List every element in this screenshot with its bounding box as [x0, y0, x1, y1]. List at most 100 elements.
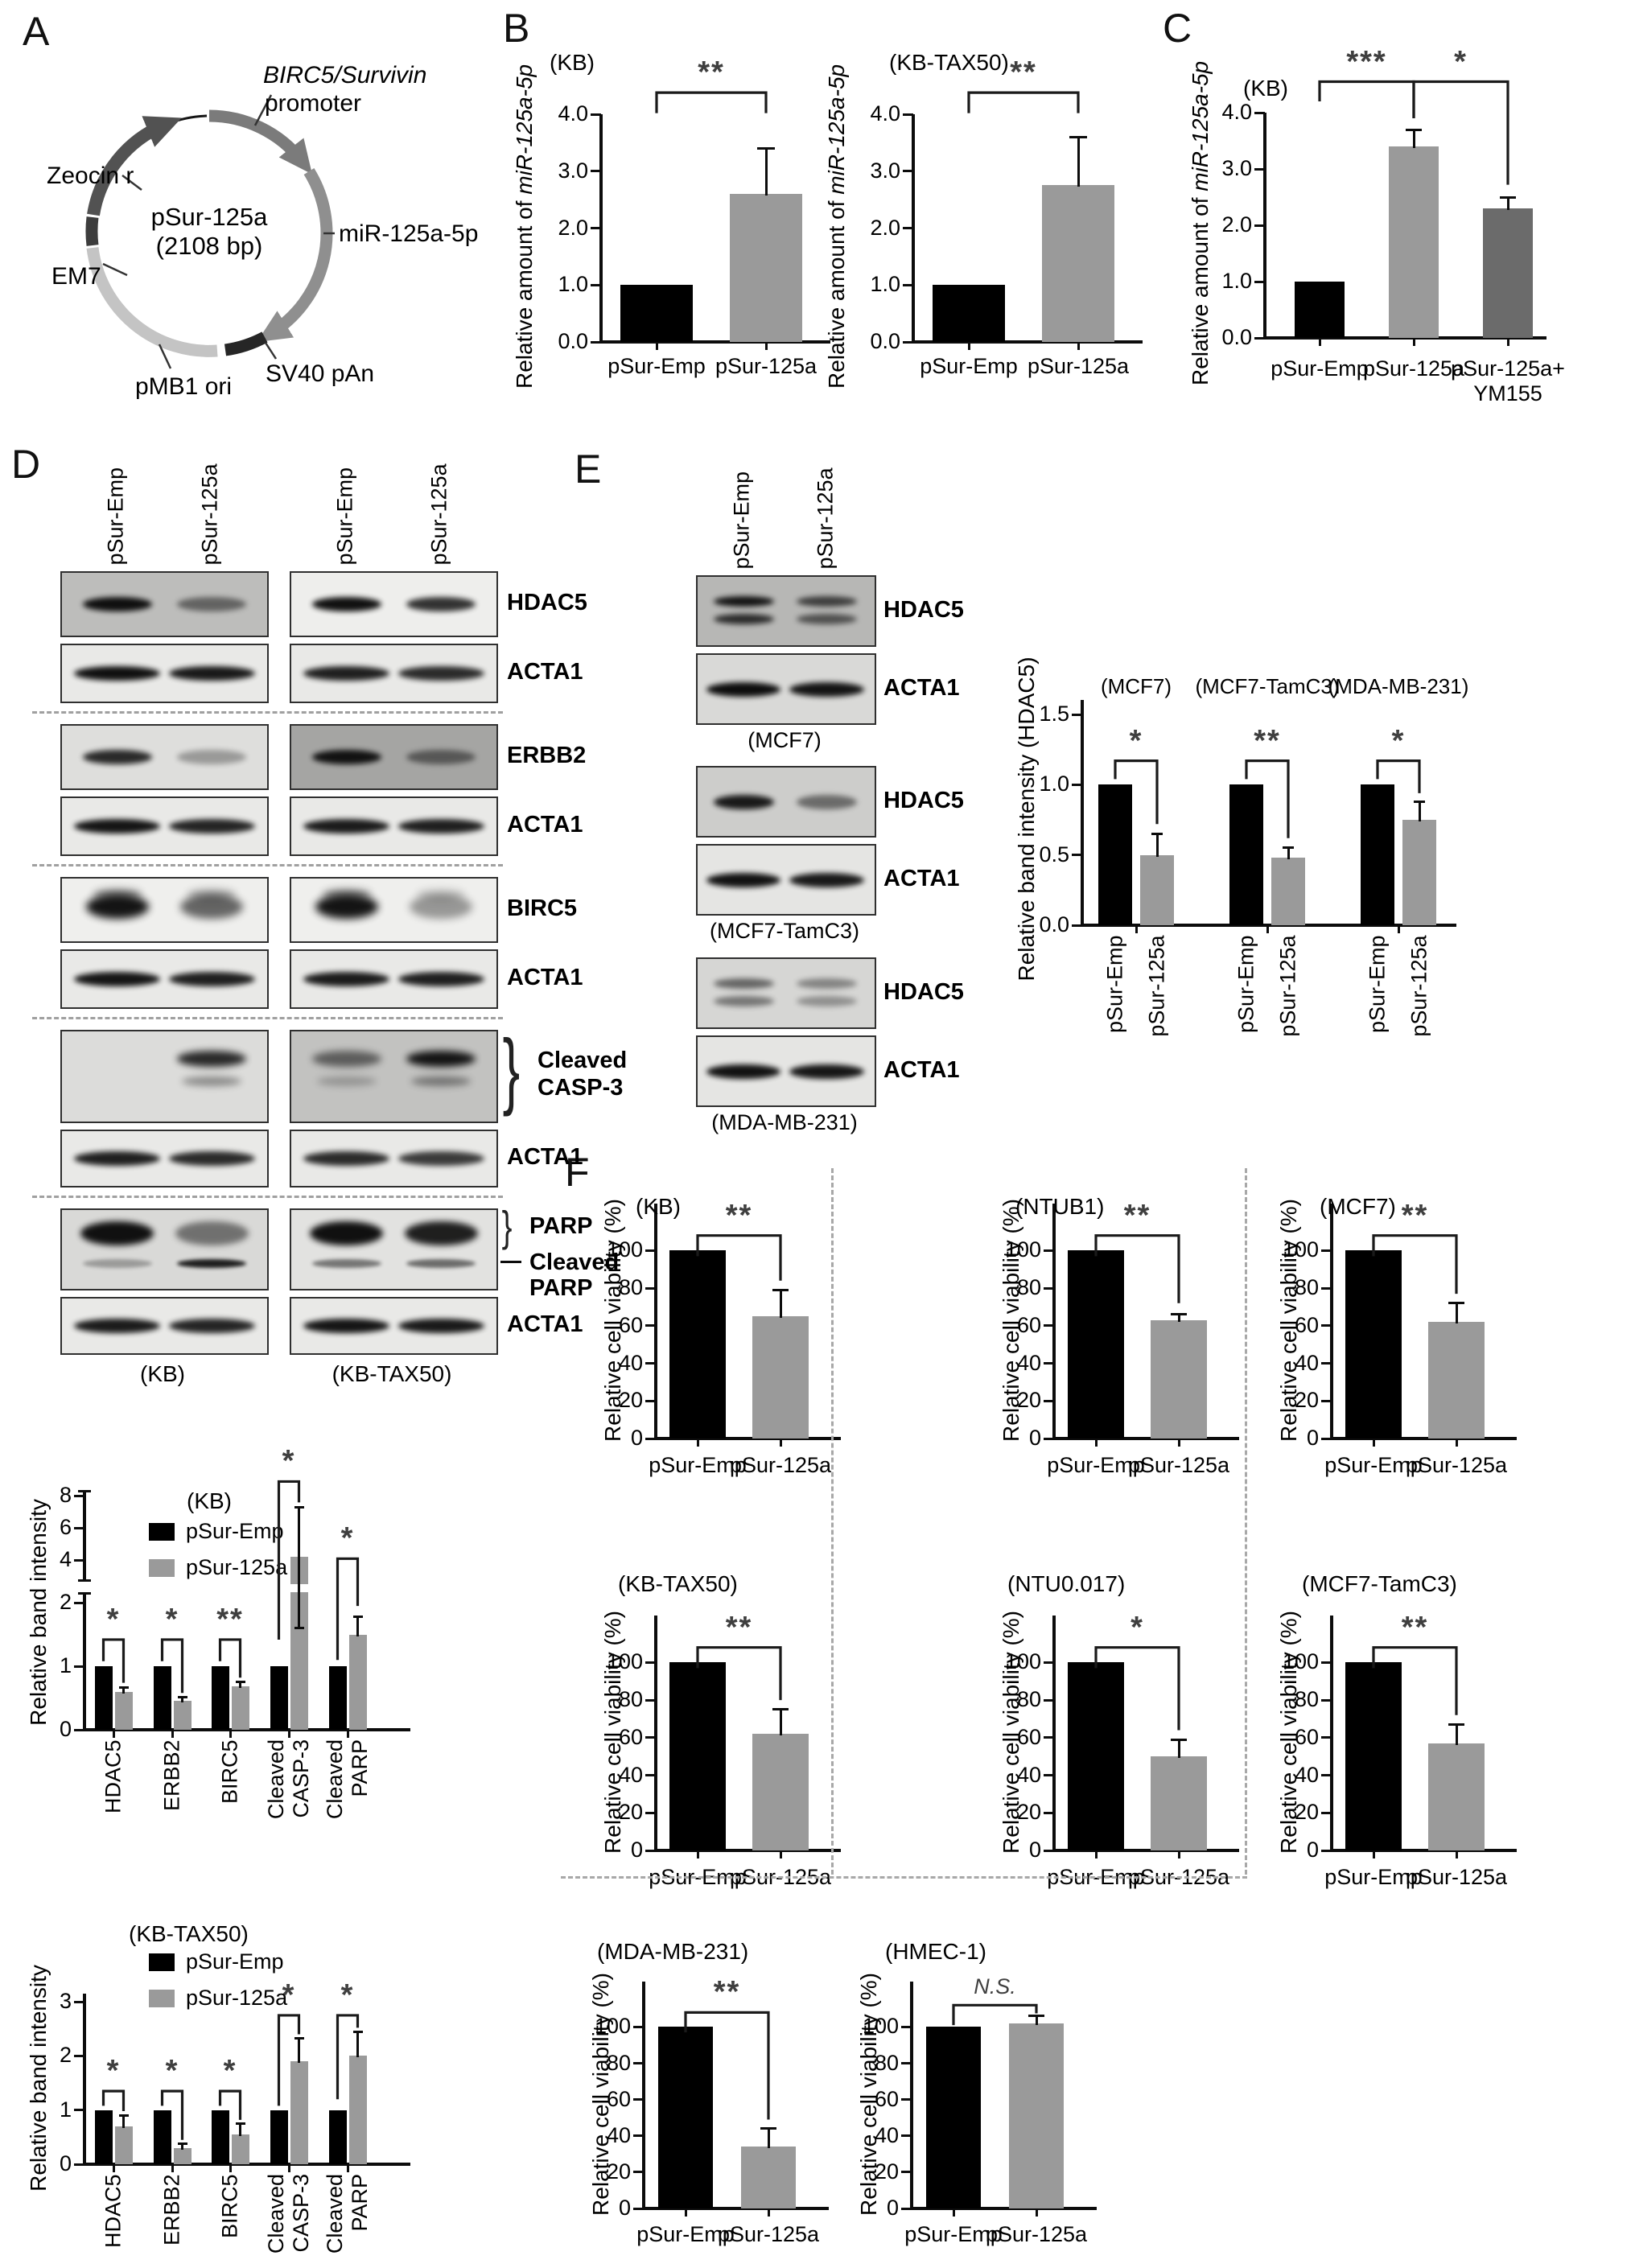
chart-title: (MDA-MB-231): [597, 1939, 749, 1964]
blot-band: [303, 1151, 390, 1166]
blot-cell-label: (MDA-MB-231): [711, 1110, 858, 1134]
y-tick-label: 0: [1028, 1426, 1041, 1450]
sig-bracket-label: *: [282, 1444, 296, 1479]
y-axis-label-text: Relative amount of: [824, 194, 849, 389]
blot-band: [180, 895, 244, 920]
y-axis-lower: [83, 1593, 86, 1730]
blot-band: [406, 750, 476, 764]
y-tick-label: 40: [618, 1350, 643, 1375]
y-axis-label: Relative amount of miR-125a-5p: [824, 64, 850, 389]
y-axis-label: Relative cell viability (%): [600, 1611, 625, 1854]
error-bar-cap: [294, 1505, 304, 1509]
y-tick-label: 60: [606, 2086, 631, 2111]
x-label-line: pSur-125a: [1027, 354, 1130, 378]
y-tick-label: 3.0: [558, 158, 588, 183]
blot-target-label: ACTA1: [883, 1056, 960, 1083]
x-tick: [171, 2166, 174, 2172]
y-tick: [1072, 713, 1082, 716]
x-tick: [1412, 340, 1415, 346]
x-label-line: pSur-125a: [985, 2222, 1088, 2246]
error-bar-stem: [356, 2031, 359, 2058]
blot-box: [290, 1297, 498, 1355]
y-tick: [1254, 167, 1265, 171]
x-axis: [83, 1728, 410, 1731]
y-axis-label: Relative cell viability (%): [1276, 1199, 1301, 1442]
bar: [1229, 784, 1263, 925]
sig-bracket-label: *: [282, 1978, 296, 2012]
y-tick: [645, 1698, 656, 1702]
leader-ori: [158, 344, 172, 369]
y-tick: [74, 1665, 84, 1668]
x-tick: [967, 344, 970, 350]
x-tick: [1455, 1440, 1458, 1447]
y-tick-label: 2.0: [558, 215, 588, 240]
x-label: Cleaved PARP: [323, 1739, 373, 1860]
error-bar-stem: [356, 1616, 359, 1636]
error-bar-cap: [294, 1627, 304, 1630]
blot-box: [60, 1297, 269, 1355]
blot-band: [82, 750, 153, 764]
x-label-line: Cleaved: [323, 1739, 347, 1820]
promoter-label-line2: promoter: [265, 90, 361, 117]
sig-bracket-label: *: [106, 1602, 121, 1636]
y-tick: [903, 340, 913, 344]
x-tick: [767, 2210, 770, 2217]
error-bar-cap: [177, 1696, 187, 1699]
blot-box: [290, 877, 498, 943]
panel-letter-f: F: [565, 1150, 590, 1195]
y-tick-label: 100: [1282, 1649, 1319, 1674]
x-label: HDAC5: [101, 1739, 126, 1860]
y-tick: [1044, 1249, 1054, 1252]
sig-bracket: [952, 2003, 1038, 2026]
blot-target-label: ACTA1: [507, 659, 583, 685]
y-tick: [633, 2098, 644, 2101]
error-bar-stem: [1455, 1724, 1458, 1745]
x-label: pSur-Emp: [880, 354, 1057, 379]
bar: [1042, 185, 1114, 342]
error-bar-cap: [1028, 2015, 1044, 2018]
error-bar-cap: [352, 2030, 363, 2033]
bar: [1140, 854, 1174, 925]
bar: [153, 1666, 171, 1730]
legend-swatch: [149, 1523, 175, 1541]
sig-bracket-label: **: [725, 1198, 753, 1233]
blot-band: [706, 872, 781, 887]
x-label: Cleaved CASP-3: [264, 2174, 314, 2268]
plasmid-mir-arc: [257, 168, 333, 343]
panel-letter-e: E: [575, 447, 602, 492]
leader-promoter: [253, 94, 273, 126]
chart-title: (KB-TAX50): [889, 50, 1009, 75]
blot-band: [406, 1050, 476, 1067]
y-axis: [1052, 1204, 1056, 1439]
error-bar-stem-down: [298, 1557, 300, 1628]
x-label-line: HDAC5: [101, 2174, 126, 2248]
sig-bracket-label: **: [1010, 56, 1037, 90]
y-tick: [1072, 854, 1082, 857]
error-bar-stem: [1035, 2015, 1038, 2025]
x-tick: [779, 1852, 782, 1858]
y-tick-label: 100: [862, 2014, 899, 2039]
y-tick: [74, 1728, 84, 1731]
x-label-line: pSur-125a: [1406, 935, 1431, 1037]
legend-label: pSur-125a: [186, 1555, 288, 1579]
legend-label: pSur-Emp: [186, 1949, 284, 1974]
y-tick-label: 60: [1016, 1724, 1041, 1749]
blot-band: [397, 666, 484, 681]
y-tick: [1044, 1362, 1054, 1365]
blot-target-label: ACTA1: [507, 1311, 583, 1337]
blot-box: [290, 1208, 498, 1290]
x-tick: [952, 2210, 955, 2217]
bar: [1295, 282, 1345, 338]
ori-label: pMB1 ori: [135, 373, 232, 400]
bar: [114, 2126, 133, 2164]
blot-band: [713, 978, 774, 990]
blot-band: [74, 1151, 161, 1166]
x-label: pSur-Emp: [1365, 935, 1390, 1048]
y-tick: [1321, 1324, 1332, 1327]
blot-band: [797, 978, 857, 990]
y-tick-label: 0: [1306, 1426, 1319, 1450]
x-label-line: pSur-125a: [717, 2222, 820, 2246]
panel-letter-a: A: [23, 9, 50, 54]
x-tick: [779, 1440, 782, 1447]
x-label-line: pSur-125a: [729, 1453, 832, 1477]
